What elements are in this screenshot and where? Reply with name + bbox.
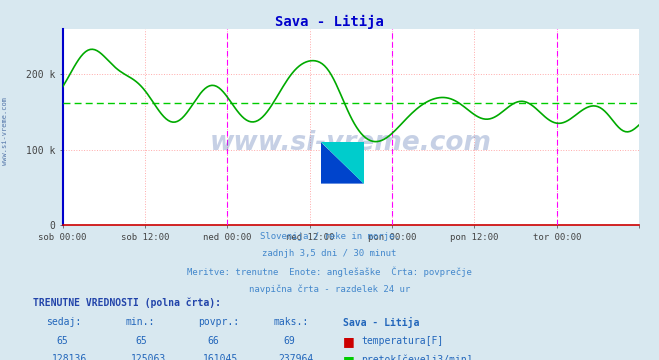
Text: zadnjh 3,5 dni / 30 minut: zadnjh 3,5 dni / 30 minut (262, 249, 397, 258)
Text: 128136: 128136 (51, 354, 86, 360)
Text: 65: 65 (56, 336, 68, 346)
Polygon shape (321, 142, 364, 184)
Text: 66: 66 (208, 336, 219, 346)
Text: sedaj:: sedaj: (46, 317, 81, 327)
Text: Meritve: trenutne  Enote: anglešaške  Črta: povprečje: Meritve: trenutne Enote: anglešaške Črta… (187, 267, 472, 277)
Text: Slovenija / reke in morje.: Slovenija / reke in morje. (260, 232, 399, 241)
Text: pretok[čevelj3/min]: pretok[čevelj3/min] (361, 354, 473, 360)
Text: TRENUTNE VREDNOSTI (polna črta):: TRENUTNE VREDNOSTI (polna črta): (33, 297, 221, 307)
Text: min.:: min.: (125, 317, 155, 327)
Text: ■: ■ (343, 336, 355, 348)
Text: 69: 69 (283, 336, 295, 346)
Text: Sava - Litija: Sava - Litija (343, 317, 419, 328)
Text: 65: 65 (135, 336, 147, 346)
Text: maks.:: maks.: (273, 317, 308, 327)
Text: ■: ■ (343, 354, 355, 360)
Text: www.si-vreme.com: www.si-vreme.com (210, 130, 492, 156)
Text: temperatura[F]: temperatura[F] (361, 336, 444, 346)
Text: 237964: 237964 (279, 354, 314, 360)
Text: povpr.:: povpr.: (198, 317, 239, 327)
Text: Sava - Litija: Sava - Litija (275, 14, 384, 28)
Text: navpična črta - razdelek 24 ur: navpična črta - razdelek 24 ur (249, 284, 410, 293)
Text: www.si-vreme.com: www.si-vreme.com (2, 98, 9, 165)
Polygon shape (321, 142, 364, 184)
Text: 161045: 161045 (203, 354, 238, 360)
Text: 125063: 125063 (130, 354, 165, 360)
